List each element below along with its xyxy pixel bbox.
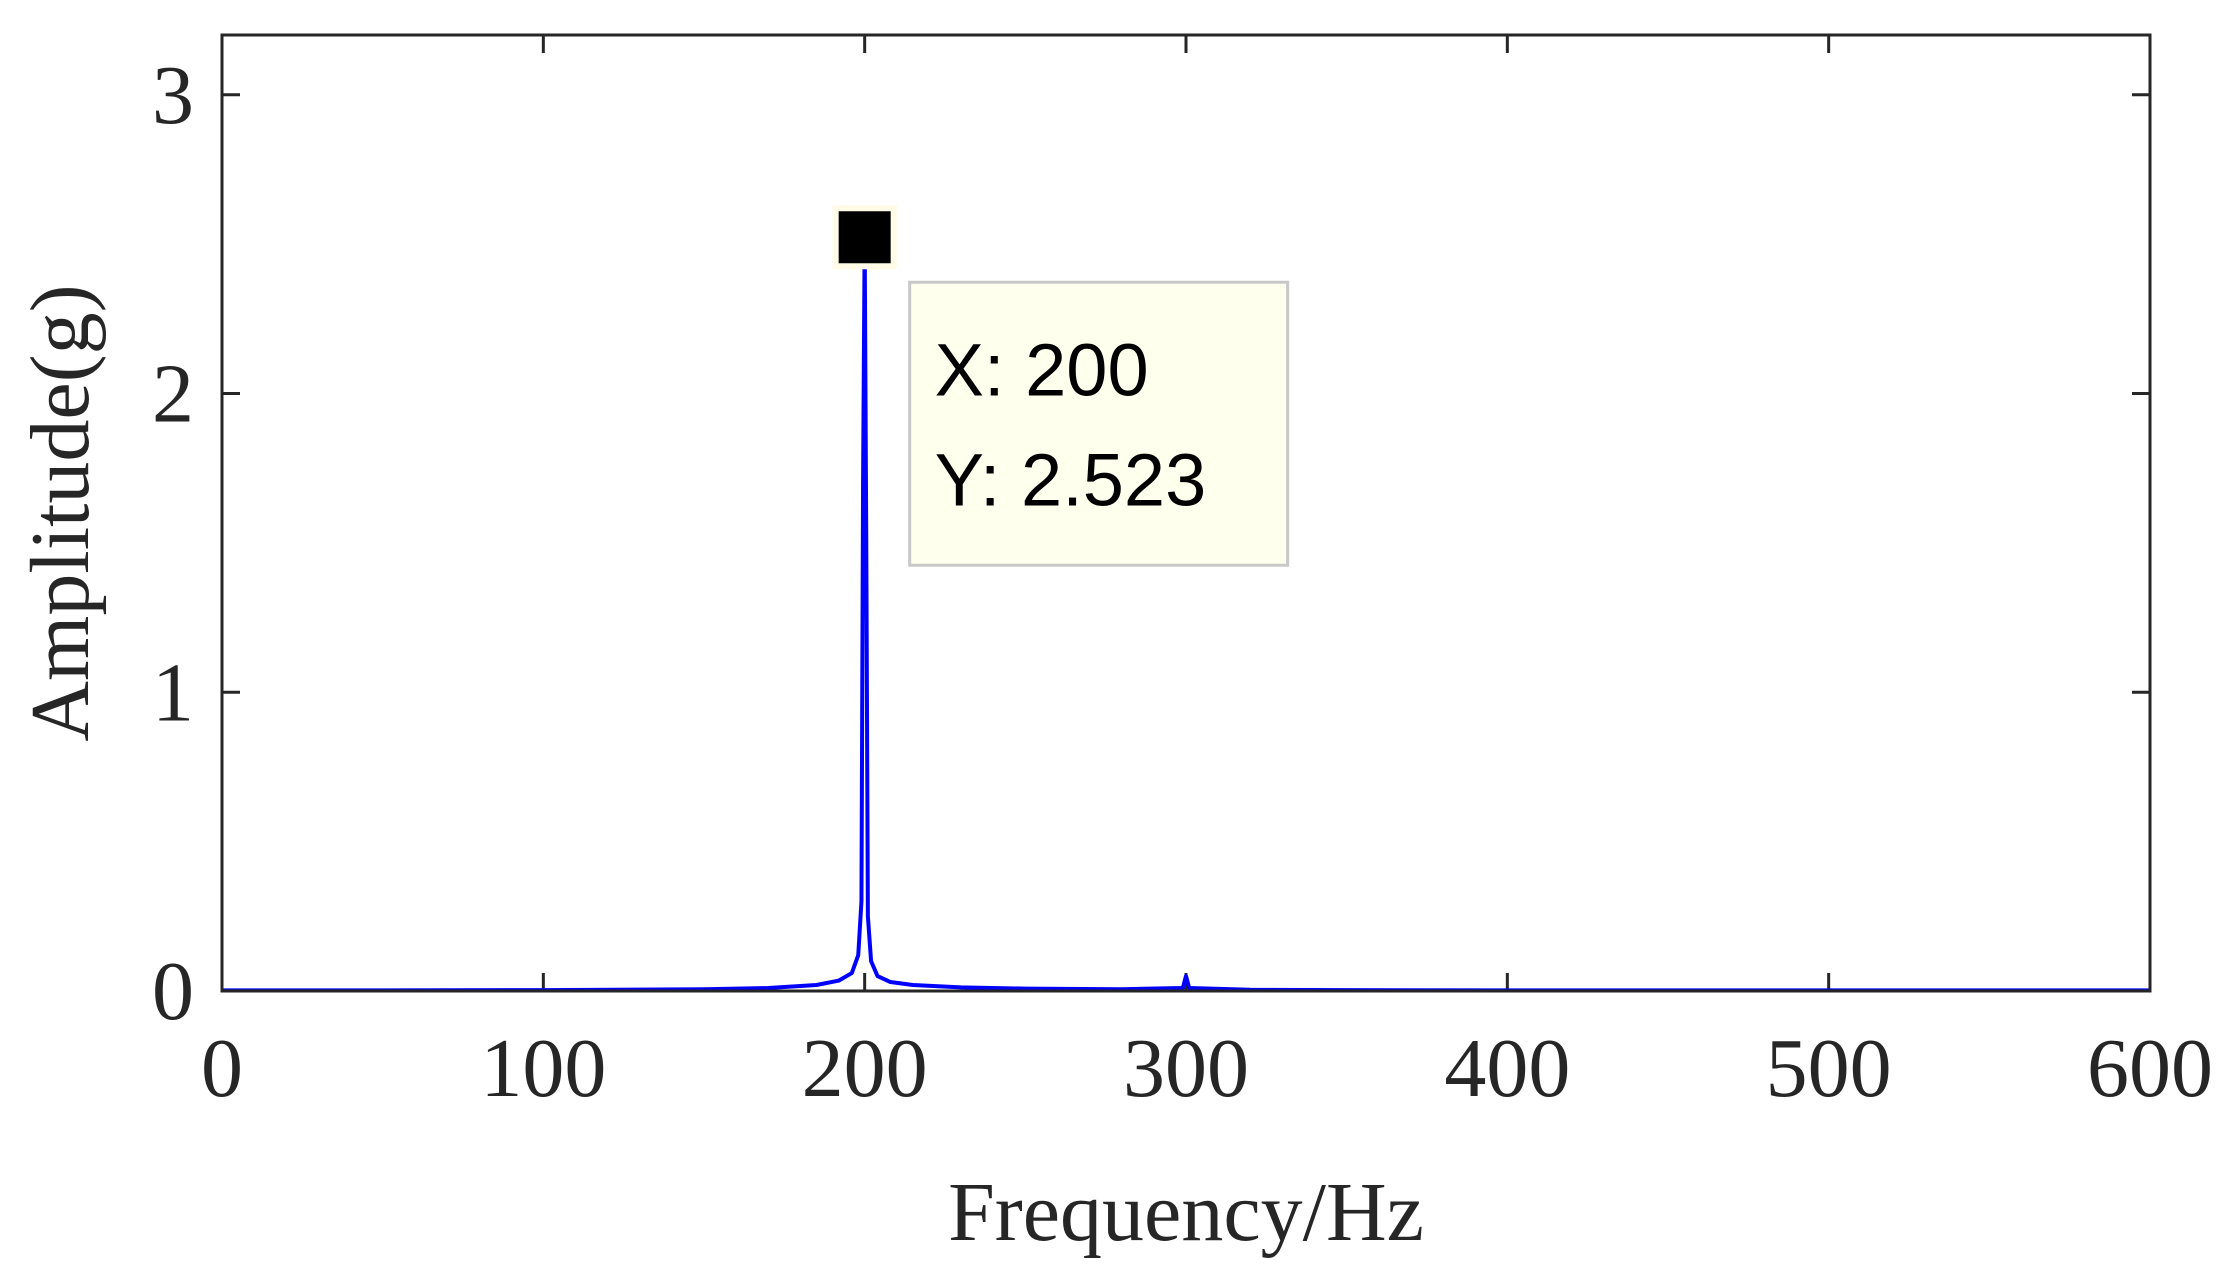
datatip[interactable]: X: 200 Y: 2.523: [832, 205, 1290, 567]
x-tick-label: 500: [1766, 1022, 1892, 1115]
y-tick-label: 2: [152, 348, 194, 441]
x-tick-label: 0: [201, 1022, 243, 1115]
plot-frame: [220, 33, 2152, 993]
datatip-x-label: X: 200: [935, 328, 1149, 411]
y-tick-label: 0: [152, 945, 194, 1038]
x-tick-label: 300: [1123, 1022, 1249, 1115]
x-tick-label: 600: [2087, 1022, 2213, 1115]
y-tick-label: 3: [152, 49, 194, 142]
x-tick-label: 100: [480, 1022, 606, 1115]
x-tick-label: 400: [1444, 1022, 1570, 1115]
datatip-marker[interactable]: [832, 205, 897, 270]
tick-labels: 0 100 200 300 400 500 600 0 1 2 3: [152, 49, 2213, 1115]
datatip-box: [908, 280, 1290, 567]
y-axis-label: Amplitude(g): [14, 284, 107, 741]
y-tick-label: 1: [152, 646, 194, 739]
datatip-y-label: Y: 2.523: [935, 438, 1207, 521]
x-tick-label: 200: [802, 1022, 928, 1115]
x-axis-label: Frequency/Hz: [948, 1166, 1424, 1259]
